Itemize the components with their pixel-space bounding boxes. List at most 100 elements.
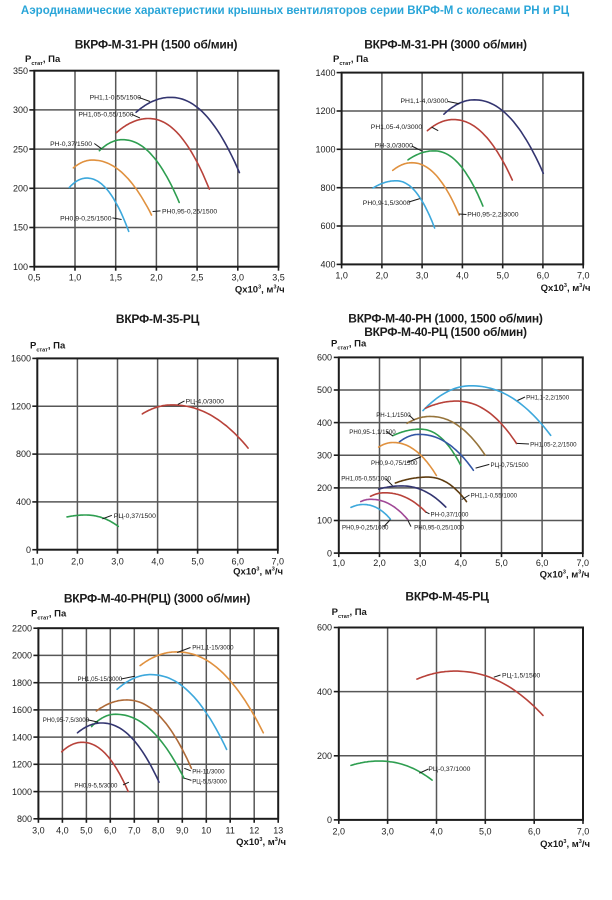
svg-text:3,5: 3,5 (272, 273, 285, 283)
svg-text:400: 400 (16, 497, 31, 507)
svg-text:РН0,9-5,5/3000: РН0,9-5,5/3000 (74, 783, 118, 790)
svg-text:1,0: 1,0 (69, 273, 82, 283)
svg-text:4,0: 4,0 (430, 827, 443, 837)
svg-text:3,0: 3,0 (111, 557, 124, 567)
svg-text:200: 200 (13, 184, 28, 194)
svg-text:4,0: 4,0 (151, 557, 164, 567)
svg-text:Pстат, Па: Pстат, Па (332, 607, 368, 620)
svg-text:200: 200 (317, 751, 332, 761)
svg-text:3,0: 3,0 (232, 273, 245, 283)
svg-text:1400: 1400 (315, 68, 335, 78)
svg-text:400: 400 (320, 260, 335, 270)
svg-text:600: 600 (320, 221, 335, 231)
svg-text:1800: 1800 (12, 678, 32, 688)
svg-text:13: 13 (273, 826, 283, 836)
svg-text:РН-3,0/3000: РН-3,0/3000 (375, 143, 413, 150)
svg-text:4,0: 4,0 (56, 826, 69, 836)
svg-text:2,0: 2,0 (333, 827, 346, 837)
svg-text:РН1,1-2,2/1500: РН1,1-2,2/1500 (526, 395, 570, 402)
svg-text:РН0,95-1,1/1500: РН0,95-1,1/1500 (349, 429, 396, 436)
svg-text:1200: 1200 (315, 106, 335, 116)
svg-text:РЦ-0,37/1500: РЦ-0,37/1500 (114, 513, 156, 520)
svg-text:3,0: 3,0 (381, 827, 394, 837)
svg-text:11: 11 (226, 826, 235, 836)
svg-text:РН1,1-4,0/3000: РН1,1-4,0/3000 (401, 98, 449, 105)
svg-text:1600: 1600 (11, 354, 31, 364)
svg-text:7,0: 7,0 (128, 826, 141, 836)
svg-text:РЦ-4,0/3000: РЦ-4,0/3000 (186, 399, 225, 406)
svg-text:0,5: 0,5 (28, 273, 41, 283)
svg-text:РН-0,37/1000: РН-0,37/1000 (431, 512, 469, 519)
svg-text:РЦ-0,75/1500: РЦ-0,75/1500 (491, 462, 530, 469)
svg-text:1000: 1000 (12, 787, 32, 797)
svg-text:350: 350 (13, 66, 28, 76)
svg-text:Qх103, м3/ч: Qх103, м3/ч (236, 837, 286, 848)
svg-text:1200: 1200 (11, 401, 31, 411)
svg-text:5,0: 5,0 (479, 827, 492, 837)
svg-text:РН1,05-0,55/1500: РН1,05-0,55/1500 (78, 112, 133, 119)
svg-text:7,0: 7,0 (272, 557, 285, 567)
svg-text:8,0: 8,0 (152, 826, 165, 836)
svg-text:0: 0 (327, 548, 332, 558)
svg-text:10: 10 (201, 826, 211, 836)
svg-text:РН0,9-0,75/1500: РН0,9-0,75/1500 (371, 460, 418, 467)
svg-text:6,0: 6,0 (528, 827, 541, 837)
svg-text:0: 0 (26, 545, 31, 555)
svg-text:РЦ-0,37/1000: РЦ-0,37/1000 (428, 766, 470, 773)
svg-text:1,5: 1,5 (109, 273, 122, 283)
svg-text:ВКРФ-М-45-РЦ: ВКРФ-М-45-РЦ (405, 590, 489, 604)
svg-text:12: 12 (249, 826, 259, 836)
svg-text:РН-0,37/1500: РН-0,37/1500 (50, 141, 92, 148)
svg-text:ВКРФ-М-31-РН (1500 об/мин): ВКРФ-М-31-РН (1500 об/мин) (75, 38, 238, 52)
svg-text:2,0: 2,0 (373, 558, 386, 568)
svg-text:2,5: 2,5 (191, 273, 204, 283)
svg-text:1400: 1400 (12, 732, 32, 742)
svg-text:500: 500 (317, 385, 332, 395)
svg-text:РН0,95-0,25/1000: РН0,95-0,25/1000 (414, 525, 464, 532)
svg-text:РН0,95-2,2/3000: РН0,95-2,2/3000 (467, 212, 519, 219)
svg-text:Qх103, м3/ч: Qх103, м3/ч (541, 283, 591, 294)
svg-text:300: 300 (13, 105, 28, 115)
svg-text:2,0: 2,0 (150, 273, 163, 283)
svg-text:1600: 1600 (12, 705, 32, 715)
svg-text:Pстат, Па: Pстат, Па (333, 54, 369, 67)
svg-text:2,0: 2,0 (376, 271, 389, 281)
svg-text:ВКРФ-М-35-РЦ: ВКРФ-М-35-РЦ (116, 312, 200, 326)
svg-text:РЦ-1,5/1500: РЦ-1,5/1500 (502, 673, 541, 680)
svg-text:2000: 2000 (12, 651, 32, 661)
svg-text:Pстат, Па: Pстат, Па (331, 339, 367, 352)
svg-text:РН0,9-0,25/1500: РН0,9-0,25/1500 (60, 216, 112, 223)
svg-text:РН1,1-15/3000: РН1,1-15/3000 (192, 645, 234, 652)
svg-text:200: 200 (317, 483, 332, 493)
svg-text:РН1,05-0,55/1000: РН1,05-0,55/1000 (341, 476, 391, 483)
svg-text:ВКРФ-М-40-РН(РЦ) (3000 об/мин): ВКРФ-М-40-РН(РЦ) (3000 об/мин) (64, 592, 251, 606)
svg-text:4,0: 4,0 (455, 558, 468, 568)
svg-text:РН-11/3000: РН-11/3000 (192, 769, 225, 776)
svg-text:ВКРФ-М-40-РЦ (1500 об/мин): ВКРФ-М-40-РЦ (1500 об/мин) (364, 325, 527, 339)
svg-text:400: 400 (317, 687, 332, 697)
svg-text:5,0: 5,0 (495, 558, 508, 568)
svg-text:РН1,1-0,55/1000: РН1,1-0,55/1000 (471, 492, 518, 499)
svg-text:5,0: 5,0 (191, 557, 204, 567)
svg-text:1,0: 1,0 (335, 271, 348, 281)
svg-text:800: 800 (320, 183, 335, 193)
svg-text:2,0: 2,0 (71, 557, 84, 567)
svg-text:1,0: 1,0 (31, 557, 44, 567)
svg-text:РН0,9-1,5/3000: РН0,9-1,5/3000 (363, 200, 411, 207)
svg-text:3,0: 3,0 (416, 271, 429, 281)
svg-text:6,0: 6,0 (231, 557, 244, 567)
svg-text:400: 400 (317, 418, 332, 428)
svg-text:Pстат, Па: Pстат, Па (30, 341, 66, 354)
svg-text:Pстат, Па: Pстат, Па (31, 609, 67, 622)
svg-text:3,0: 3,0 (414, 558, 427, 568)
svg-text:ВКРФ-М-40-РН (1000, 1500 об/ми: ВКРФ-М-40-РН (1000, 1500 об/мин) (348, 312, 543, 326)
svg-text:7,0: 7,0 (577, 827, 590, 837)
svg-text:Qх103, м3/ч: Qх103, м3/ч (540, 839, 590, 850)
svg-text:Qх103, м3/ч: Qх103, м3/ч (540, 570, 590, 581)
svg-text:100: 100 (13, 262, 28, 272)
svg-text:250: 250 (13, 144, 28, 154)
svg-text:800: 800 (17, 814, 32, 824)
svg-text:РН0,9-0,25/1000: РН0,9-0,25/1000 (342, 525, 389, 532)
svg-text:ВКРФ-М-31-РН (3000 об/мин): ВКРФ-М-31-РН (3000 об/мин) (364, 38, 527, 52)
svg-text:150: 150 (13, 223, 28, 233)
